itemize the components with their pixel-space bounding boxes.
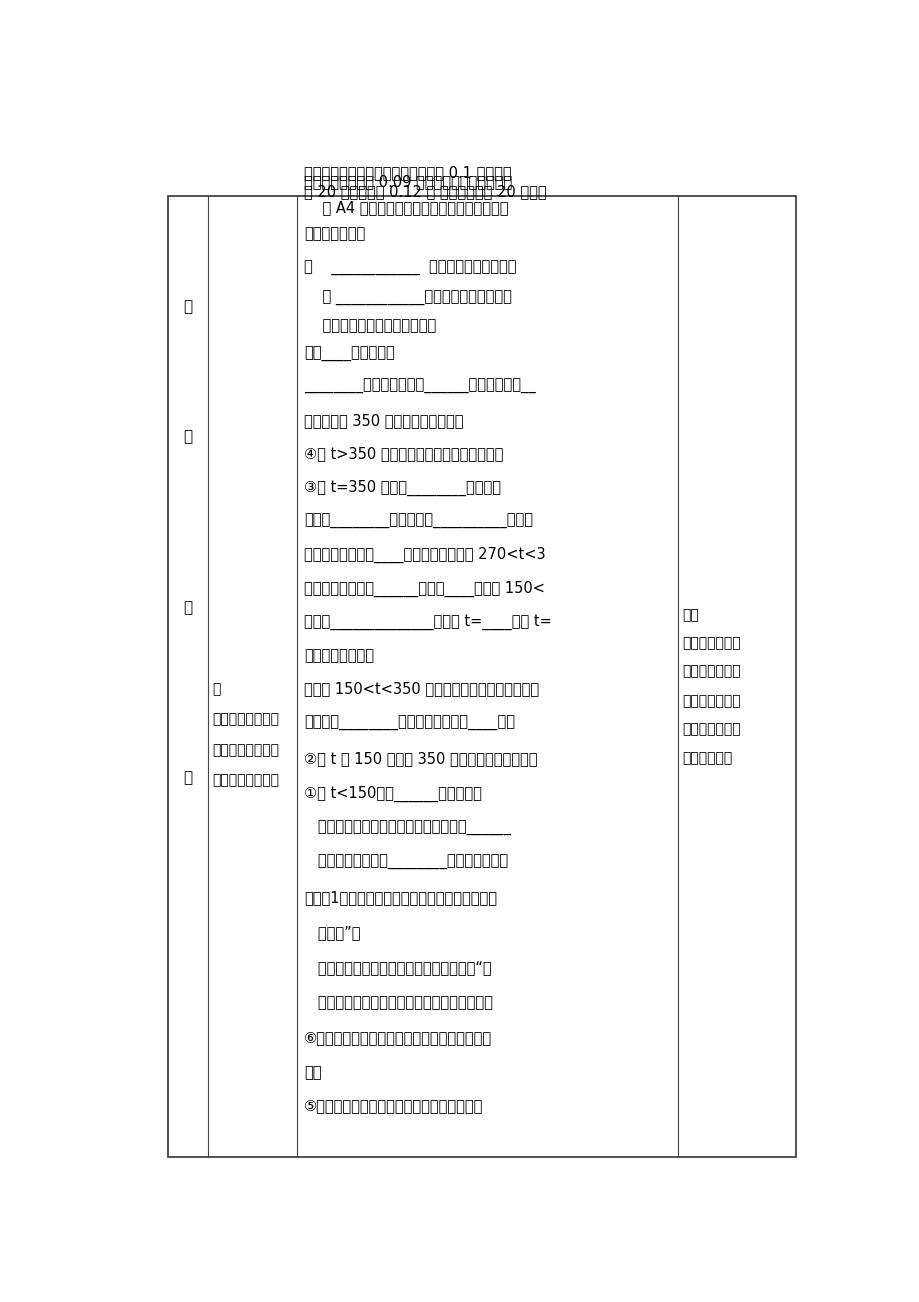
Text: 过 20 时每页收费 0.12 元 复印页数超过 20 页时，: 过 20 时每页收费 0.12 元 复印页数超过 20 页时， <box>303 185 546 199</box>
Text: 列方程______________，解得 t=____故当 t=: 列方程______________，解得 t=____故当 t= <box>303 615 551 630</box>
Text: 的文件，不论复印多少页，每页收费 0.1 元。如何: 的文件，不论复印多少页，每页收费 0.1 元。如何 <box>303 165 511 180</box>
Text: 整理思路，解决: 整理思路，解决 <box>682 664 741 678</box>
Text: ③当 t=350 时，按________的计费；: ③当 t=350 时，按________的计费； <box>303 480 501 496</box>
Text: 如何分别表示收费表达式呢？（等量关系“收: 如何分别表示收费表达式呢？（等量关系“收 <box>303 961 491 975</box>
Text: 吗？: 吗？ <box>303 1065 321 1081</box>
Text: ④当 t>350 时，可以看出按方式一的计费为: ④当 t>350 时，可以看出按方式一的计费为 <box>303 447 503 461</box>
Text: 问题具体分析的: 问题具体分析的 <box>682 723 741 737</box>
Text: 问题，采取最佳: 问题，采取最佳 <box>682 637 741 651</box>
Text: 费相等”）: 费相等”） <box>303 926 360 940</box>
Text: 元加上超出 350 分钟的部分的超时费: 元加上超出 350 分钟的部分的超时费 <box>303 413 463 428</box>
Text: 用 A4 纸在某訾印社复印文件，复印页数不超: 用 A4 纸在某訾印社复印文件，复印页数不超 <box>303 201 508 215</box>
Text: 当    ____________  时，选择方式二省錢。: 当 ____________ 时，选择方式二省錢。 <box>303 260 516 276</box>
Text: ⑥对于某个本地通话时间，会出现两种计费方式: ⑥对于某个本地通话时间，会出现两种计费方式 <box>303 1030 492 1046</box>
Text: 所以当 150<t<350 时，可能在某主叫时间按两种: 所以当 150<t<350 时，可能在某主叫时间按两种 <box>303 681 539 697</box>
Text: 方案: 方案 <box>682 608 698 622</box>
Text: 元增加到________元；而方式二一直____元，: 元增加到________元；而方式二一直____元， <box>303 716 515 730</box>
Text: 的收费一样的情况吗？如果有这一时间，那么: 的收费一样的情况吗？如果有这一时间，那么 <box>303 995 493 1010</box>
Text: ⑤你能根据表格判断两种收费方式哪种更合算: ⑤你能根据表格判断两种收费方式哪种更合算 <box>303 1099 482 1113</box>
Text: 二、巩固练习：: 二、巩固练习： <box>303 227 365 241</box>
Text: 程: 程 <box>183 299 192 314</box>
Text: 方式的计费相等。: 方式的计费相等。 <box>303 648 373 664</box>
Text: 时，按________计费多于按__________计费；: 时，按________计费多于按__________计费； <box>303 514 532 529</box>
Text: 观察（1）中的表格，可以发现，主叫时间超出限: 观察（1）中的表格，可以发现，主叫时间超出限 <box>303 891 496 905</box>
Text: 问题，找出最佳方: 问题，找出最佳方 <box>211 712 278 727</box>
Text: ①当 t<150，按______的计费少；: ①当 t<150，按______的计费少； <box>303 786 482 802</box>
Text: 当 ____________时，选择方式一省錢；: 当 ____________时，选择方式一省錢； <box>303 290 511 306</box>
Text: 故按____的计费少。: 故按____的计费少。 <box>303 346 394 362</box>
Text: 意识，帮助学生: 意识，帮助学生 <box>682 694 741 708</box>
Text: ②当 t 从 150 增加到 350 时，按方式一的计费由: ②当 t 从 150 增加到 350 时，按方式一的计费由 <box>303 751 537 766</box>
Text: 定时间越长，计费________，并且随着主叫: 定时间越长，计费________，并且随着主叫 <box>303 855 507 870</box>
Text: 培养学生具体: 培养学生具体 <box>682 751 732 764</box>
Text: 完成填空题，解决: 完成填空题，解决 <box>211 742 278 756</box>
Text: 学: 学 <box>183 600 192 615</box>
Text: 超过部分每页收费 0.09 元。在某图书馆复印同样: 超过部分每页收费 0.09 元。在某图书馆复印同样 <box>303 174 512 189</box>
Text: 教: 教 <box>183 771 192 785</box>
Text: 过: 过 <box>183 430 192 444</box>
Text: 时，按方式一计费____按方式二计费，当 270<t<3: 时，按方式一计费____按方式二计费，当 270<t<3 <box>303 547 545 564</box>
Text: 时间的变化，按哪种方式的收费少也会______: 时间的变化，按哪种方式的收费少也会______ <box>303 822 510 836</box>
Text: 案: 案 <box>211 682 221 697</box>
Text: 结合老师的分析，: 结合老师的分析， <box>211 773 278 786</box>
Bar <box>168 197 795 1156</box>
Text: 综合以上的分析，可以发现：: 综合以上的分析，可以发现： <box>303 319 436 333</box>
Text: ________；按方式二的计______元，加上超费__: ________；按方式二的计______元，加上超费__ <box>303 379 535 393</box>
Text: 时，两种计费方式______，都是____元，当 150<: 时，两种计费方式______，都是____元，当 150< <box>303 581 544 596</box>
